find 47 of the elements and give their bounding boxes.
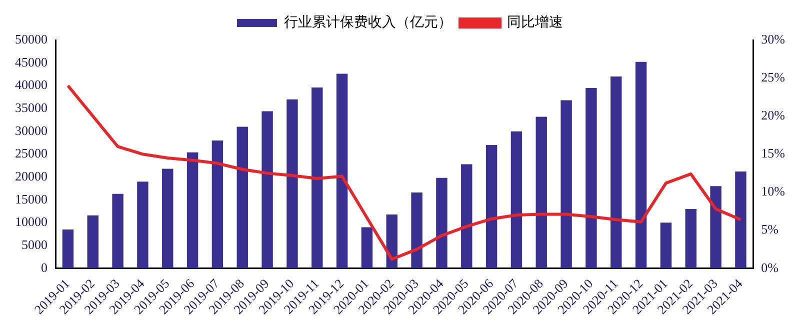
bar	[137, 182, 148, 268]
bar	[560, 100, 572, 268]
bar	[87, 215, 98, 268]
bar	[510, 131, 522, 268]
y2-tick-label: 20%	[761, 108, 786, 123]
bar	[685, 208, 696, 268]
y2-tick-label: 10%	[761, 184, 786, 199]
bar	[312, 87, 323, 268]
bar	[212, 140, 224, 268]
bar	[62, 230, 74, 268]
legend-label: 行业累计保费收入（亿元）	[284, 14, 452, 31]
y-tick-label: 50000	[15, 31, 48, 46]
bar	[236, 126, 248, 268]
y-tick-label: 45000	[15, 54, 48, 70]
y-tick-label: 0	[41, 260, 48, 275]
bar	[536, 116, 547, 268]
bar	[660, 222, 672, 268]
bar	[186, 152, 198, 268]
y2-tick-label: 25%	[761, 69, 786, 84]
bar	[586, 88, 597, 268]
bar	[610, 76, 622, 268]
y2-tick-label: 30%	[761, 31, 786, 46]
bar	[635, 62, 647, 268]
y-tick-label: 10000	[15, 214, 48, 230]
y2-tick-label: 0%	[761, 260, 779, 275]
y2-tick-label: 15%	[761, 146, 786, 161]
y-tick-label: 30000	[15, 122, 48, 138]
bar	[411, 192, 422, 268]
y-tick-label: 40000	[15, 77, 48, 92]
bar	[436, 178, 448, 268]
bar	[486, 145, 498, 268]
bar	[461, 164, 472, 268]
bar	[361, 227, 373, 268]
bar	[262, 111, 273, 268]
bar	[735, 172, 746, 268]
y-tick-label: 20000	[15, 168, 48, 184]
legend-label: 同比增速	[507, 14, 563, 31]
y-tick-label: 15000	[15, 191, 48, 206]
bar	[336, 74, 348, 268]
bar	[286, 99, 298, 268]
y-tick-label: 25000	[15, 146, 48, 161]
y-tick-label: 35000	[15, 100, 48, 115]
y-tick-label: 5000	[22, 236, 48, 252]
bar	[112, 194, 124, 268]
y2-tick-label: 5%	[761, 222, 779, 237]
bar	[162, 168, 174, 268]
bar	[710, 186, 722, 268]
